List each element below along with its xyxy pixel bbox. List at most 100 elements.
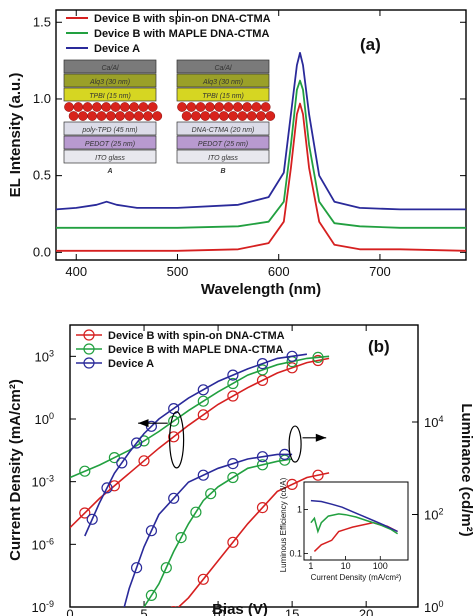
stack-layer-label: TPBI (15 nm) <box>202 93 244 100</box>
dna-bead <box>195 102 206 112</box>
panel-b: 0 5 10 15 20 10-9 10-6 10-3 100 103 100 102 104 Bi… <box>7 324 473 616</box>
dna-bead <box>265 111 276 121</box>
stack-device-label: B <box>220 168 225 175</box>
dna-bead <box>218 111 229 121</box>
x-tick-label-a: 400 <box>65 264 87 279</box>
right-arrow-head <box>315 433 327 442</box>
series-marker-b-4 <box>279 454 291 466</box>
y-axis-label-right-b: Luminance (cd/m²) <box>458 403 473 536</box>
x-tick-label-a: 700 <box>369 264 391 279</box>
dna-bead <box>147 102 158 112</box>
x-tick-label-b: 15 <box>285 607 299 616</box>
y-axis-right-b: 100 102 104 <box>412 414 443 615</box>
series-marker-b-0 <box>312 354 324 367</box>
x-tick-label-b: 20 <box>359 607 373 616</box>
series-marker-b-1 <box>79 465 91 477</box>
series-marker-b-0 <box>197 409 209 421</box>
x-tick-label-b: 10 <box>211 607 225 616</box>
dna-bead <box>251 102 262 112</box>
series-marker-b-5 <box>197 469 209 481</box>
series-group-b <box>70 350 330 616</box>
dna-bead <box>209 111 220 121</box>
dna-bead <box>200 111 211 121</box>
dna-bead <box>124 111 135 121</box>
dna-bead <box>256 111 266 121</box>
series-marker-b-5 <box>168 492 180 504</box>
dna-bead <box>115 111 125 121</box>
inset-x-tick-label: 1 <box>308 561 313 571</box>
legend-label-b-1: Device B with MAPLE DNA-CTMA <box>108 344 283 356</box>
series-marker-b-2 <box>131 437 143 449</box>
legend-a: Device B with spin-on DNA-CTMA Device B w… <box>66 13 271 55</box>
dna-layer-A <box>64 102 163 121</box>
device-stack-inset: Ca/Al Alq3 (30 nm) TPBI (15 nm) poly-TPD (4… <box>63 59 276 175</box>
panel-label-a: (a) <box>360 35 381 54</box>
stack-layer-B-4 <box>176 121 270 136</box>
left-arrow-head <box>138 419 149 428</box>
stack-layer-label: TPBI (15 nm) <box>89 93 131 100</box>
series-marker-b-2 <box>86 513 98 525</box>
dna-bead <box>110 102 121 112</box>
legend-label-a-2: Device A <box>94 43 140 55</box>
stack-layer-label: Alq3 (30 nm) <box>89 79 130 86</box>
series-marker-b-1 <box>108 452 121 464</box>
dna-layer-B <box>177 102 276 121</box>
series-marker-b-2 <box>116 457 128 469</box>
y-tick-label-b: 100 <box>35 411 54 427</box>
dna-bead <box>92 102 102 112</box>
series-marker-b-1 <box>227 377 239 390</box>
series-marker-b-2 <box>227 369 239 381</box>
series-line-b-0 <box>70 357 330 529</box>
legend-marker-b-0 <box>83 329 95 341</box>
series-marker-b-0 <box>227 390 239 402</box>
y-tick-label-a: 0.0 <box>33 244 51 259</box>
series-group-a <box>55 52 467 252</box>
stack-layer-label: PEDOT (25 nm) <box>85 141 135 148</box>
dna-bead <box>228 111 238 121</box>
legend-b: Device B with spin-on DNA-CTMA Device B w… <box>76 329 285 370</box>
legend-marker-b-2 <box>83 357 95 369</box>
series-marker-b-4 <box>160 562 172 574</box>
series-marker-b-2 <box>286 350 298 362</box>
series-marker-b-0 <box>168 431 180 443</box>
y-axis-label-a: EL Intensity (a.u.) <box>7 73 24 198</box>
legend-label-a-1: Device B with MAPLE DNA-CTMA <box>94 28 269 40</box>
dna-bead <box>96 111 107 121</box>
inset-x-tick-label: 100 <box>373 561 388 571</box>
inset-frame <box>303 481 409 561</box>
x-axis-label-b: Bias (V) <box>212 601 268 616</box>
x-tick-label-a: 500 <box>167 264 189 279</box>
stack-layer-label: PEDOT (25 nm) <box>198 141 248 148</box>
dna-bead <box>186 102 197 112</box>
series-marker-b-5 <box>131 562 143 574</box>
series-marker-b-0 <box>79 507 91 519</box>
y-tick-label-b-right: 104 <box>424 414 443 430</box>
stack-layer-A-4 <box>63 121 157 136</box>
stack-layer-label: Ca/Al <box>214 65 232 72</box>
y-axis-label-left-b: Current Density (mA/cm²) <box>7 379 24 561</box>
dna-bead <box>214 102 225 112</box>
dna-bead <box>68 111 79 121</box>
x-tick-label-b: 0 <box>66 607 73 616</box>
panel-label-b: (b) <box>368 337 390 356</box>
inset-x-tick-label: 10 <box>341 561 351 571</box>
series-marker-b-0 <box>286 362 298 374</box>
inset-series-2 <box>310 499 398 533</box>
inset-x-label: Current Density (mA/cm²) <box>311 573 402 582</box>
stack-layer-label: DNA-CTMA (20 nm) <box>192 127 255 134</box>
dna-bead <box>246 111 257 121</box>
dna-bead <box>260 102 271 112</box>
series-marker-b-4 <box>145 589 157 602</box>
legend-marker-b-1 <box>83 343 95 355</box>
dna-bead <box>64 102 74 112</box>
dna-bead <box>191 111 201 121</box>
dna-bead <box>78 111 88 121</box>
x-axis-b: 0 5 10 15 20 <box>66 325 373 616</box>
dna-bead <box>101 102 112 112</box>
efficiency-inset: 1 10 100 1 0.1 Current Density (mA/cm²) Lumino… <box>279 477 409 582</box>
inset-y-tick-label: 0.1 <box>289 549 302 559</box>
series-marker-b-5 <box>117 611 127 616</box>
panel-a: 400 500 600 700 0.0 0.5 1.0 1.5 Wavelength (nm… <box>7 9 467 298</box>
stack-layer-B-1 <box>176 73 270 88</box>
series-line-a-2 <box>55 52 466 211</box>
